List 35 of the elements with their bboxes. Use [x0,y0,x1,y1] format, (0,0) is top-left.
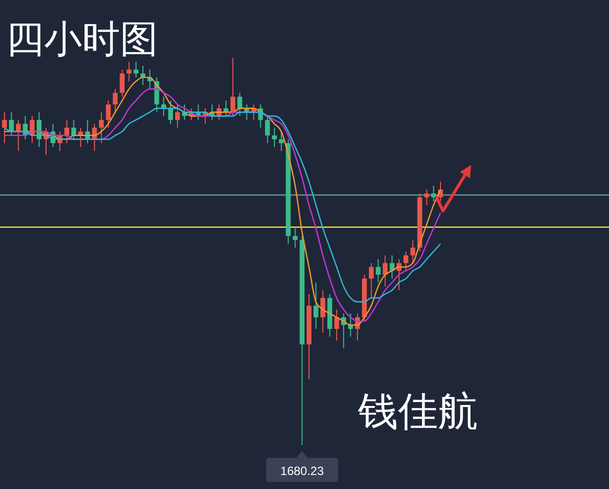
candlestick [314,282,318,330]
candlestick [230,58,236,117]
candlestick [348,312,353,338]
candlestick [78,127,84,148]
candlestick [382,254,388,287]
candlestick [98,112,104,144]
candlestick [16,119,21,152]
candlestick [106,100,111,128]
chart-title: 四小时图 [6,17,158,61]
candlestick [2,112,7,144]
candlestick [403,251,408,272]
candlestick [8,112,14,136]
candlestick [71,119,76,140]
candlestick [36,112,42,148]
candlestick [431,185,436,202]
candlestick [292,228,298,248]
candlestick [272,127,277,148]
candlestick [175,104,180,128]
candlestick [424,189,430,206]
candlestick [112,88,118,113]
candlestick [237,92,242,117]
candlestick [376,258,381,283]
candlestick [265,116,270,144]
candlestick [390,254,394,280]
candlestick [168,100,174,124]
candlestick [320,290,326,334]
candlestick [410,239,416,264]
annotation: 钱佳航 [357,389,478,435]
candlestick [120,69,125,98]
candlestick [368,262,374,298]
annotation: 1680.23 [280,464,324,478]
candlestick [396,258,402,291]
candlestick [126,61,132,82]
candlestick [134,61,138,78]
candlestick [64,119,70,144]
